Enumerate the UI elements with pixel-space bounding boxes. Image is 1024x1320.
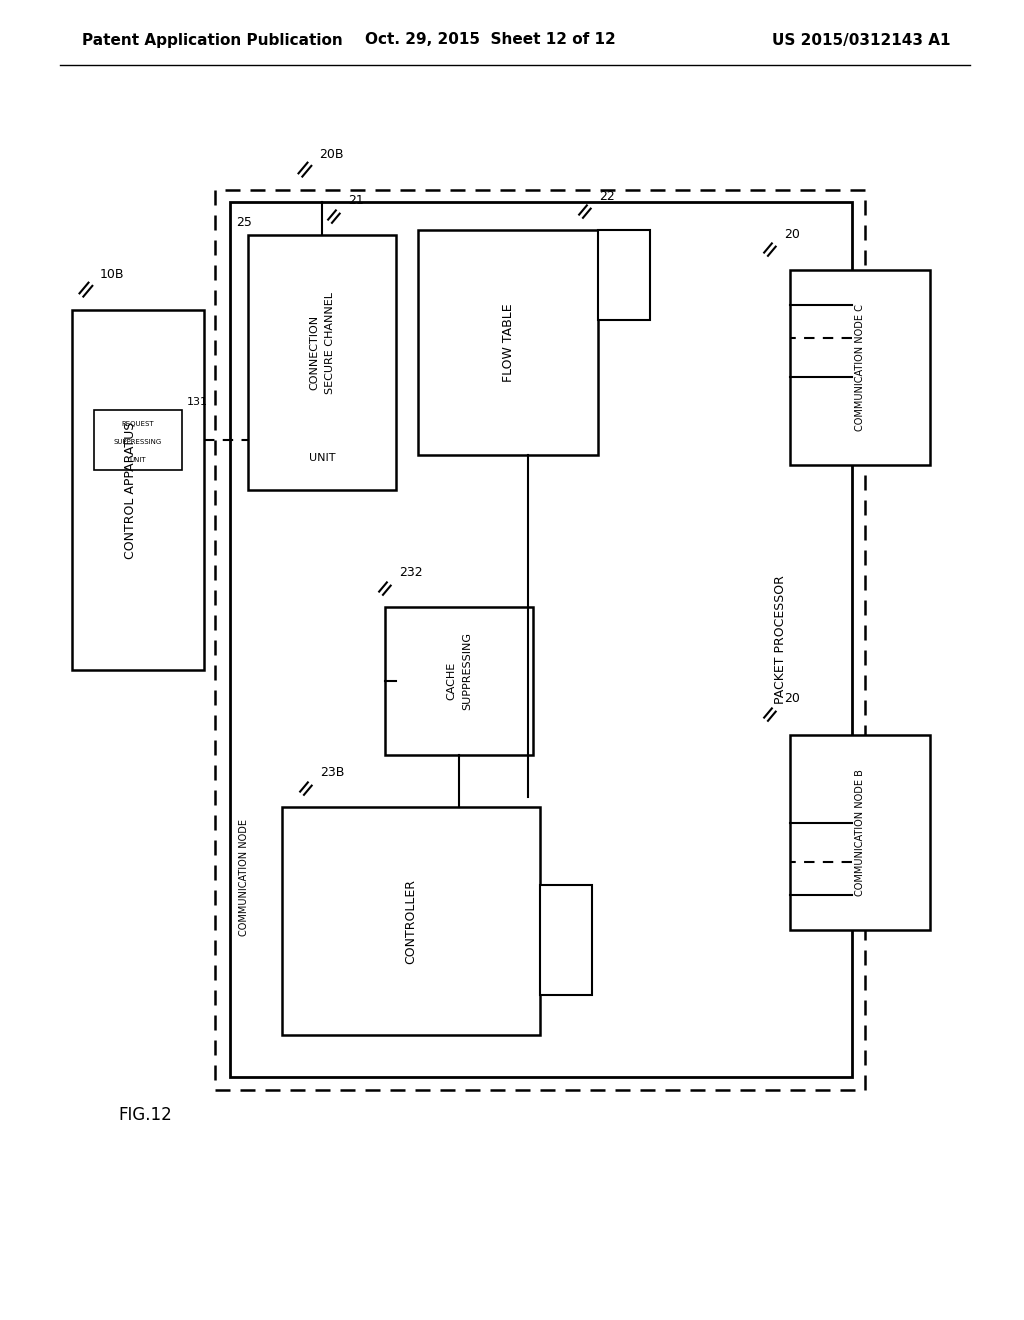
Text: 20: 20 — [784, 227, 800, 240]
Text: 10B: 10B — [100, 268, 125, 281]
Text: SUPPRESSING: SUPPRESSING — [114, 440, 162, 445]
Text: 22: 22 — [599, 190, 614, 202]
FancyBboxPatch shape — [94, 411, 182, 470]
Text: CONTROL APPARATUS: CONTROL APPARATUS — [124, 421, 136, 558]
Text: 25: 25 — [237, 215, 252, 228]
Text: 20: 20 — [784, 693, 800, 705]
Text: 232: 232 — [399, 566, 423, 579]
Text: FLOW TABLE: FLOW TABLE — [502, 304, 514, 381]
Text: CONTROLLER: CONTROLLER — [404, 879, 418, 964]
Text: FIG.12: FIG.12 — [118, 1106, 172, 1125]
FancyBboxPatch shape — [72, 310, 204, 671]
FancyBboxPatch shape — [598, 230, 650, 319]
Text: US 2015/0312143 A1: US 2015/0312143 A1 — [771, 33, 950, 48]
Text: Oct. 29, 2015  Sheet 12 of 12: Oct. 29, 2015 Sheet 12 of 12 — [365, 33, 615, 48]
FancyBboxPatch shape — [215, 190, 865, 1090]
FancyBboxPatch shape — [418, 230, 598, 455]
Text: COMMUNICATION NODE: COMMUNICATION NODE — [239, 818, 249, 936]
Text: CONNECTION: CONNECTION — [309, 315, 319, 391]
Text: REQUEST: REQUEST — [122, 421, 155, 426]
Text: SECURE CHANNEL: SECURE CHANNEL — [325, 292, 335, 393]
Text: UNIT: UNIT — [130, 457, 146, 463]
FancyBboxPatch shape — [540, 884, 592, 995]
Text: PACKET PROCESSOR: PACKET PROCESSOR — [773, 576, 786, 704]
FancyBboxPatch shape — [230, 202, 852, 1077]
Text: 21: 21 — [348, 194, 364, 207]
Text: Patent Application Publication: Patent Application Publication — [82, 33, 343, 48]
Text: 23B: 23B — [319, 767, 344, 780]
Text: COMMUNICATION NODE B: COMMUNICATION NODE B — [855, 770, 865, 896]
FancyBboxPatch shape — [385, 607, 534, 755]
FancyBboxPatch shape — [248, 235, 396, 490]
Text: COMMUNICATION NODE C: COMMUNICATION NODE C — [855, 304, 865, 430]
FancyBboxPatch shape — [282, 807, 540, 1035]
Text: 20B: 20B — [319, 148, 343, 161]
Text: CACHE: CACHE — [446, 661, 456, 700]
FancyBboxPatch shape — [790, 735, 930, 931]
FancyBboxPatch shape — [790, 271, 930, 465]
Text: SUPPRESSING: SUPPRESSING — [462, 632, 472, 710]
Text: UNIT: UNIT — [309, 453, 335, 463]
Text: 131: 131 — [187, 397, 208, 407]
